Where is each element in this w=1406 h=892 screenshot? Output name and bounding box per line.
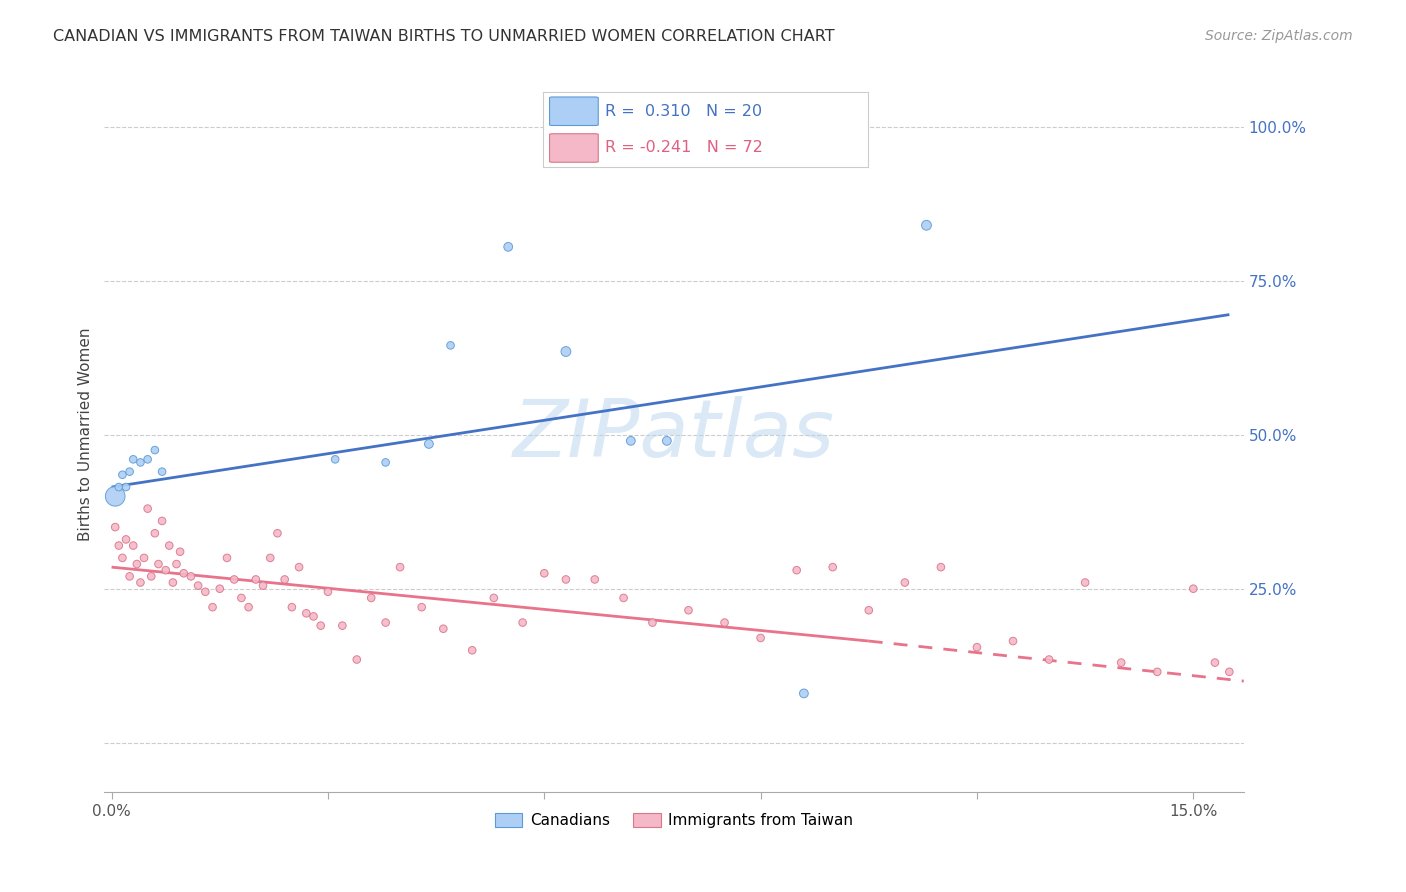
Point <box>150 514 173 528</box>
Point <box>316 584 339 599</box>
Point <box>374 455 396 469</box>
Point <box>143 443 166 458</box>
Point <box>713 615 735 630</box>
Point <box>173 566 195 581</box>
Point <box>620 434 643 448</box>
Point <box>1001 634 1024 648</box>
Legend: Canadians, Immigrants from Taiwan: Canadians, Immigrants from Taiwan <box>489 806 859 834</box>
Point <box>482 591 505 605</box>
Point <box>496 240 519 254</box>
Point <box>148 557 170 571</box>
Point <box>786 563 808 577</box>
Point <box>136 501 159 516</box>
Point <box>461 643 484 657</box>
Point <box>104 520 127 534</box>
Point <box>141 569 163 583</box>
Point <box>1218 665 1240 679</box>
Point <box>166 557 188 571</box>
Point <box>136 452 159 467</box>
Point <box>288 560 311 574</box>
Point <box>858 603 880 617</box>
Point <box>208 582 231 596</box>
Point <box>157 539 180 553</box>
Point <box>655 434 678 448</box>
Point <box>155 563 177 577</box>
Point <box>533 566 555 581</box>
Point <box>107 539 129 553</box>
Point <box>360 591 382 605</box>
Point <box>1038 652 1060 666</box>
Point <box>150 465 173 479</box>
Point <box>323 452 346 467</box>
Point <box>554 573 576 587</box>
Point <box>111 467 134 482</box>
Point <box>104 489 127 503</box>
Point <box>215 550 238 565</box>
Point <box>915 219 938 233</box>
Point <box>302 609 325 624</box>
Point <box>374 615 396 630</box>
Point <box>641 615 664 630</box>
Point <box>224 573 246 587</box>
Point <box>125 557 148 571</box>
Point <box>678 603 700 617</box>
Point <box>929 560 952 574</box>
Point <box>252 579 274 593</box>
Point <box>793 686 815 700</box>
Point <box>309 618 332 632</box>
Point <box>118 569 141 583</box>
Point <box>418 437 440 451</box>
Point <box>201 600 224 615</box>
Point <box>132 550 155 565</box>
Point <box>281 600 304 615</box>
Point <box>162 575 184 590</box>
Point <box>143 526 166 541</box>
Point <box>1074 575 1097 590</box>
Point <box>821 560 844 574</box>
Point <box>330 618 353 632</box>
Point <box>122 452 145 467</box>
Point <box>118 465 141 479</box>
Point <box>129 455 152 469</box>
Point <box>194 584 217 599</box>
Point <box>894 575 917 590</box>
Point <box>245 573 267 587</box>
Point <box>554 344 576 359</box>
Point <box>169 545 191 559</box>
Point <box>583 573 606 587</box>
Point <box>273 573 295 587</box>
Point <box>749 631 772 645</box>
Point <box>411 600 433 615</box>
Point <box>115 533 138 547</box>
Point <box>1182 582 1205 596</box>
Point <box>111 550 134 565</box>
Text: Source: ZipAtlas.com: Source: ZipAtlas.com <box>1205 29 1353 43</box>
Point <box>259 550 281 565</box>
Point <box>1109 656 1132 670</box>
Point <box>129 575 152 590</box>
Point <box>613 591 636 605</box>
Point <box>512 615 534 630</box>
Point <box>1204 656 1226 670</box>
Point <box>266 526 288 541</box>
Text: ZIPatlas: ZIPatlas <box>513 396 835 474</box>
Point <box>295 607 318 621</box>
Point <box>107 480 129 494</box>
Point <box>346 652 368 666</box>
Point <box>180 569 202 583</box>
Point <box>389 560 412 574</box>
Point <box>432 622 454 636</box>
Point <box>966 640 988 655</box>
Text: CANADIAN VS IMMIGRANTS FROM TAIWAN BIRTHS TO UNMARRIED WOMEN CORRELATION CHART: CANADIAN VS IMMIGRANTS FROM TAIWAN BIRTH… <box>53 29 835 44</box>
Point <box>238 600 260 615</box>
Point <box>115 480 138 494</box>
Point <box>231 591 253 605</box>
Point <box>187 579 209 593</box>
Y-axis label: Births to Unmarried Women: Births to Unmarried Women <box>79 328 93 541</box>
Point <box>439 338 461 352</box>
Point <box>122 539 145 553</box>
Point <box>1146 665 1168 679</box>
